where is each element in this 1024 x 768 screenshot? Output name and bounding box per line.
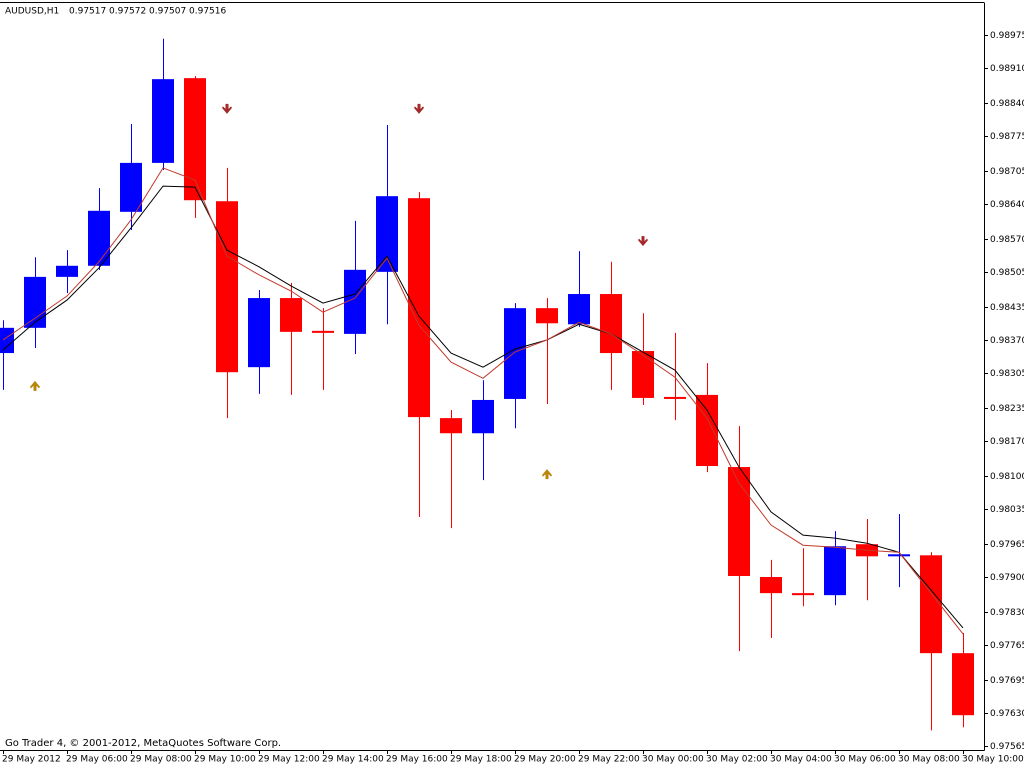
y-tick-label: 0.97965: [990, 540, 1024, 550]
y-tick-label: 0.97630: [990, 709, 1024, 719]
x-tick-label: 29 May 06:00: [66, 755, 128, 765]
candle-body: [952, 653, 974, 716]
x-tick-label: 29 May 20:00: [514, 755, 576, 765]
candle-body: [312, 330, 334, 333]
moving-average: [2, 185, 964, 629]
candle-body: [600, 294, 622, 354]
copyright: Go Trader 4, © 2001-2012, MetaQuotes Sof…: [5, 738, 281, 749]
x-tick-label: 29 May 18:00: [450, 755, 512, 765]
candle-body: [696, 394, 718, 467]
candle-body: [760, 576, 782, 594]
candle-body: [184, 78, 206, 201]
y-tick-label: 0.98775: [990, 132, 1024, 142]
y-tick-label: 0.98035: [990, 505, 1024, 515]
down-arrow: [414, 103, 424, 114]
quote-high: 0.97572: [109, 7, 146, 17]
candle-body: [0, 327, 14, 354]
moving-average: [2, 167, 964, 635]
candle-body: [120, 162, 142, 212]
candle-body: [344, 269, 366, 334]
y-tick-label: 0.98640: [990, 200, 1024, 210]
x-tick-label: 30 May 00:00: [642, 755, 704, 765]
y-tick-label: 0.97765: [990, 641, 1024, 651]
candle-body: [536, 308, 558, 324]
y-tick-label: 0.97565: [990, 742, 1024, 752]
y-tick-label: 0.98975: [990, 31, 1024, 41]
x-tick-label: 29 May 14:00: [322, 755, 384, 765]
y-tick-label: 0.97830: [990, 608, 1024, 618]
candle-body: [280, 298, 302, 332]
up-arrow: [30, 380, 40, 391]
candle-body: [920, 555, 942, 654]
x-tick-label: 29 May 08:00: [130, 755, 192, 765]
symbol: AUDUSD,H1: [5, 7, 59, 17]
y-tick-label: 0.98505: [990, 268, 1024, 278]
candle-body: [88, 210, 110, 266]
candle-body: [888, 554, 910, 557]
up-arrow: [542, 469, 552, 480]
candle-body: [472, 399, 494, 434]
candle-body: [568, 294, 590, 325]
x-tick-label: 30 May 02:00: [706, 755, 768, 765]
plot-area: [0, 38, 974, 731]
y-tick-label: 0.97900: [990, 573, 1024, 583]
x-tick-label: 30 May 06:00: [834, 755, 896, 765]
candle-body: [792, 593, 814, 596]
y-tick-label: 0.98170: [990, 437, 1024, 447]
x-tick-label: 29 May 16:00: [386, 755, 448, 765]
candle-body: [408, 198, 430, 418]
y-tick-label: 0.98235: [990, 404, 1024, 414]
candle-body: [632, 351, 654, 398]
x-tick-label: 30 May 08:00: [898, 755, 960, 765]
down-arrow: [638, 236, 648, 247]
y-tick-label: 0.98305: [990, 369, 1024, 379]
y-tick-label: 0.98840: [990, 99, 1024, 109]
quote-close: 0.97516: [189, 7, 226, 17]
candle-body: [824, 546, 846, 596]
candle-body: [504, 308, 526, 399]
x-tick-label: 29 May 22:00: [578, 755, 640, 765]
y-tick-label: 0.98435: [990, 303, 1024, 313]
candle-body: [440, 418, 462, 434]
x-tick-label: 30 May 10:00: [962, 755, 1024, 765]
candle-body: [56, 265, 78, 277]
candle-body: [728, 467, 750, 576]
y-tick-label: 0.97695: [990, 676, 1024, 686]
x-tick-label: 30 May 04:00: [770, 755, 832, 765]
down-arrow: [222, 103, 232, 114]
quote-low: 0.97507: [149, 7, 186, 17]
y-tick-label: 0.98705: [990, 167, 1024, 177]
quote-open: 0.97517: [69, 7, 106, 17]
x-tick-label: 29 May 10:00: [194, 755, 256, 765]
candle-body: [216, 201, 238, 373]
candle-body: [248, 298, 270, 368]
candle-body: [152, 79, 174, 163]
y-tick-label: 0.98370: [990, 336, 1024, 346]
y-tick-label: 0.98100: [990, 472, 1024, 482]
y-tick-label: 0.98910: [990, 64, 1024, 74]
x-tick-label: 29 May 12:00: [258, 755, 320, 765]
candle-body: [376, 196, 398, 272]
x-tick-label: 29 May 2012: [2, 755, 61, 765]
candle-body: [664, 396, 686, 399]
y-tick-label: 0.98570: [990, 235, 1024, 245]
candle-body: [24, 276, 46, 328]
